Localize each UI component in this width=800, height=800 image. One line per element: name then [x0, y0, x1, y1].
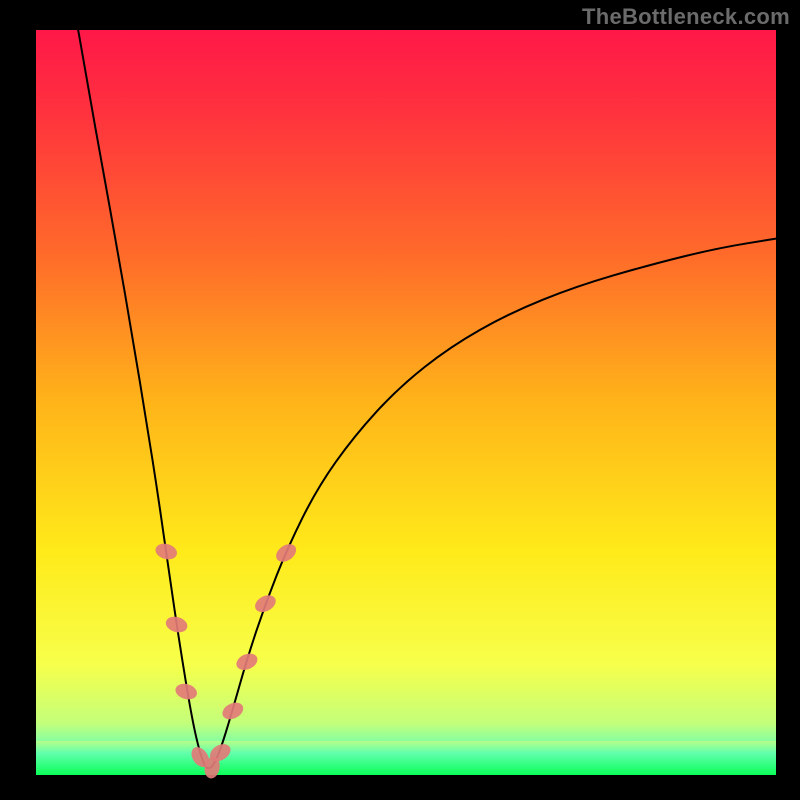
curve-marker [220, 699, 246, 722]
chart-svg-layer [36, 30, 776, 775]
curve-marker [154, 541, 179, 561]
bottleneck-curve [78, 30, 776, 768]
curve-marker [174, 681, 199, 701]
curve-marker [234, 650, 260, 673]
curve-marker [164, 614, 189, 634]
watermark-text: TheBottleneck.com [582, 4, 790, 30]
curve-markers-group [154, 541, 300, 780]
curve-marker [273, 541, 300, 566]
chart-plot-area [36, 30, 776, 775]
curve-marker [252, 592, 278, 616]
